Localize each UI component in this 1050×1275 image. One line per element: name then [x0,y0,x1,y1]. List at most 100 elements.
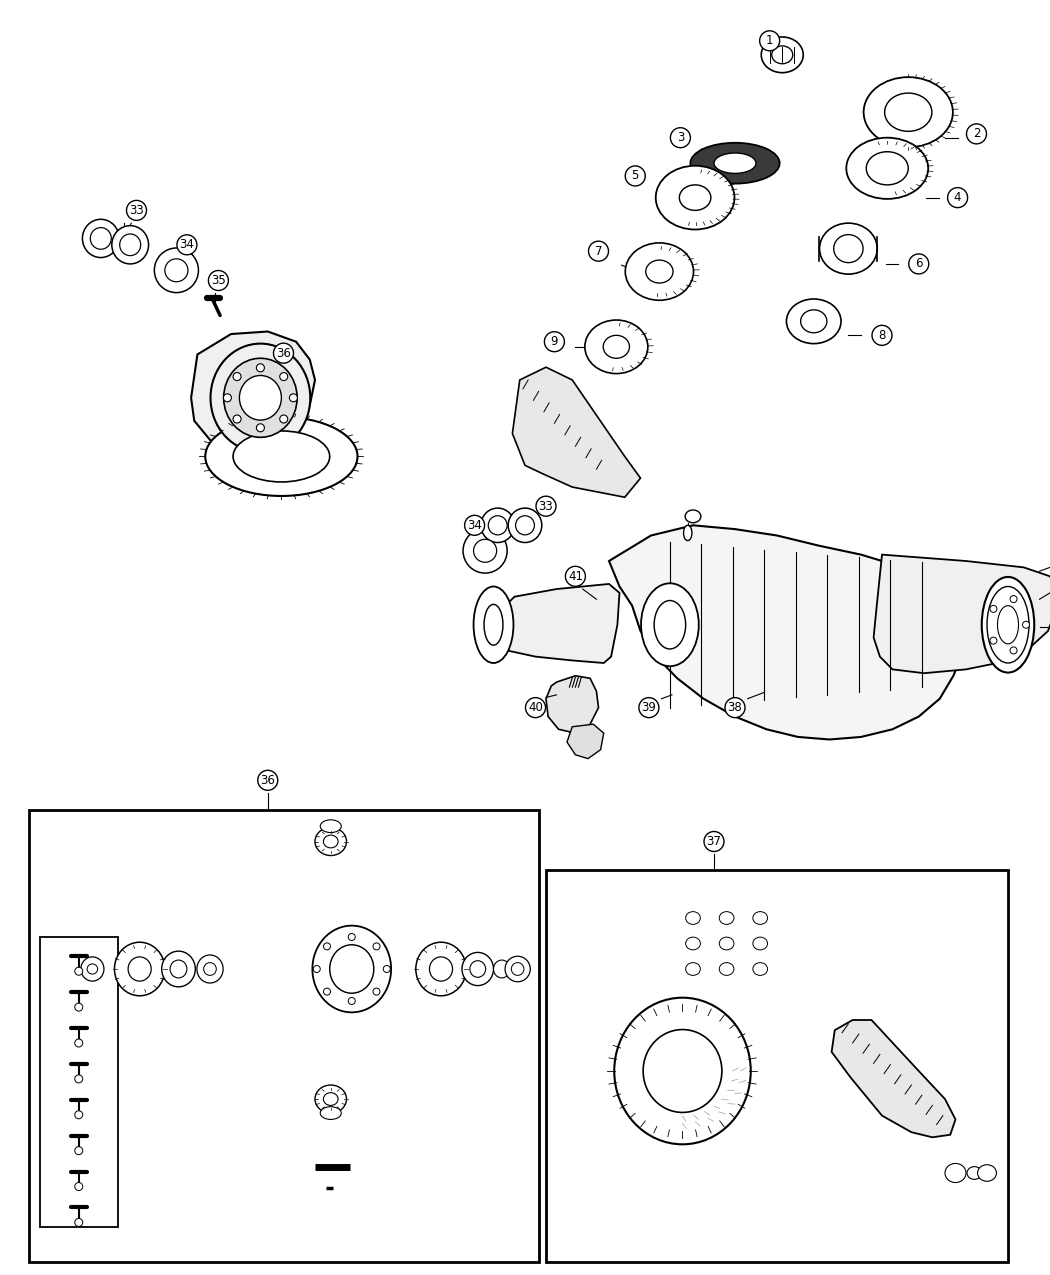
Ellipse shape [863,76,953,148]
Ellipse shape [154,247,198,293]
Circle shape [638,697,659,718]
Circle shape [176,235,197,255]
Circle shape [349,997,355,1005]
Text: 34: 34 [467,519,482,532]
Ellipse shape [111,226,149,264]
Ellipse shape [224,358,297,437]
Ellipse shape [753,963,768,975]
Circle shape [75,1111,83,1118]
Circle shape [464,515,485,536]
Ellipse shape [312,926,391,1012]
Ellipse shape [508,507,542,543]
Ellipse shape [87,964,98,974]
Ellipse shape [323,835,338,848]
Text: 36: 36 [260,774,275,787]
Polygon shape [874,555,1050,673]
Ellipse shape [987,586,1029,663]
Text: 4: 4 [953,191,962,204]
Ellipse shape [691,143,779,184]
Circle shape [1010,595,1017,603]
Ellipse shape [197,955,223,983]
Ellipse shape [761,37,803,73]
Ellipse shape [640,584,699,666]
Circle shape [670,128,691,148]
Ellipse shape [484,604,503,645]
Circle shape [233,416,242,423]
Ellipse shape [998,606,1018,644]
Ellipse shape [315,827,346,856]
Ellipse shape [753,912,768,924]
Ellipse shape [846,138,928,199]
Ellipse shape [239,376,281,421]
Circle shape [256,363,265,372]
Circle shape [75,968,83,975]
Ellipse shape [90,228,111,250]
Ellipse shape [114,942,165,996]
Ellipse shape [233,431,330,482]
Ellipse shape [170,960,187,978]
Ellipse shape [686,912,700,924]
Circle shape [75,1075,83,1082]
Ellipse shape [204,963,216,975]
Circle shape [947,187,968,208]
Circle shape [349,933,355,941]
Ellipse shape [474,586,513,663]
Ellipse shape [511,963,524,975]
Ellipse shape [429,956,453,982]
Ellipse shape [714,153,756,173]
Circle shape [126,200,147,221]
Ellipse shape [165,259,188,282]
Ellipse shape [626,242,694,300]
Circle shape [990,606,996,612]
Text: 39: 39 [642,701,656,714]
Circle shape [75,1146,83,1155]
Text: 35: 35 [211,274,226,287]
Circle shape [525,697,546,718]
Circle shape [233,372,242,380]
Ellipse shape [474,539,497,562]
Circle shape [290,394,297,402]
Ellipse shape [206,417,357,496]
Circle shape [383,965,391,973]
Circle shape [257,770,278,790]
Bar [29,810,539,1262]
Ellipse shape [982,576,1034,673]
Ellipse shape [719,937,734,950]
Ellipse shape [81,956,104,982]
Ellipse shape [866,152,908,185]
Polygon shape [609,525,966,740]
Ellipse shape [494,960,510,978]
Circle shape [208,270,229,291]
Ellipse shape [786,300,841,343]
Ellipse shape [320,1107,341,1119]
Circle shape [323,944,331,950]
Ellipse shape [210,344,311,453]
Circle shape [273,343,294,363]
Ellipse shape [469,961,485,977]
Ellipse shape [315,1085,346,1113]
Ellipse shape [655,166,735,230]
Ellipse shape [463,528,507,574]
Text: 36: 36 [276,347,291,360]
Polygon shape [546,676,598,733]
Bar [546,870,1008,1262]
Ellipse shape [967,1167,982,1179]
Ellipse shape [993,598,1023,652]
Circle shape [75,1003,83,1011]
Text: 9: 9 [550,335,559,348]
Polygon shape [191,332,315,462]
Ellipse shape [834,235,863,263]
Bar [40,937,118,1227]
Ellipse shape [646,260,673,283]
Circle shape [279,416,288,423]
Circle shape [323,988,331,994]
Ellipse shape [719,963,734,975]
Circle shape [625,166,646,186]
Text: 5: 5 [631,170,639,182]
Ellipse shape [945,1164,966,1183]
Circle shape [373,988,380,994]
Ellipse shape [603,335,629,358]
Circle shape [1010,646,1017,654]
Text: 33: 33 [539,500,553,513]
Circle shape [256,423,265,432]
